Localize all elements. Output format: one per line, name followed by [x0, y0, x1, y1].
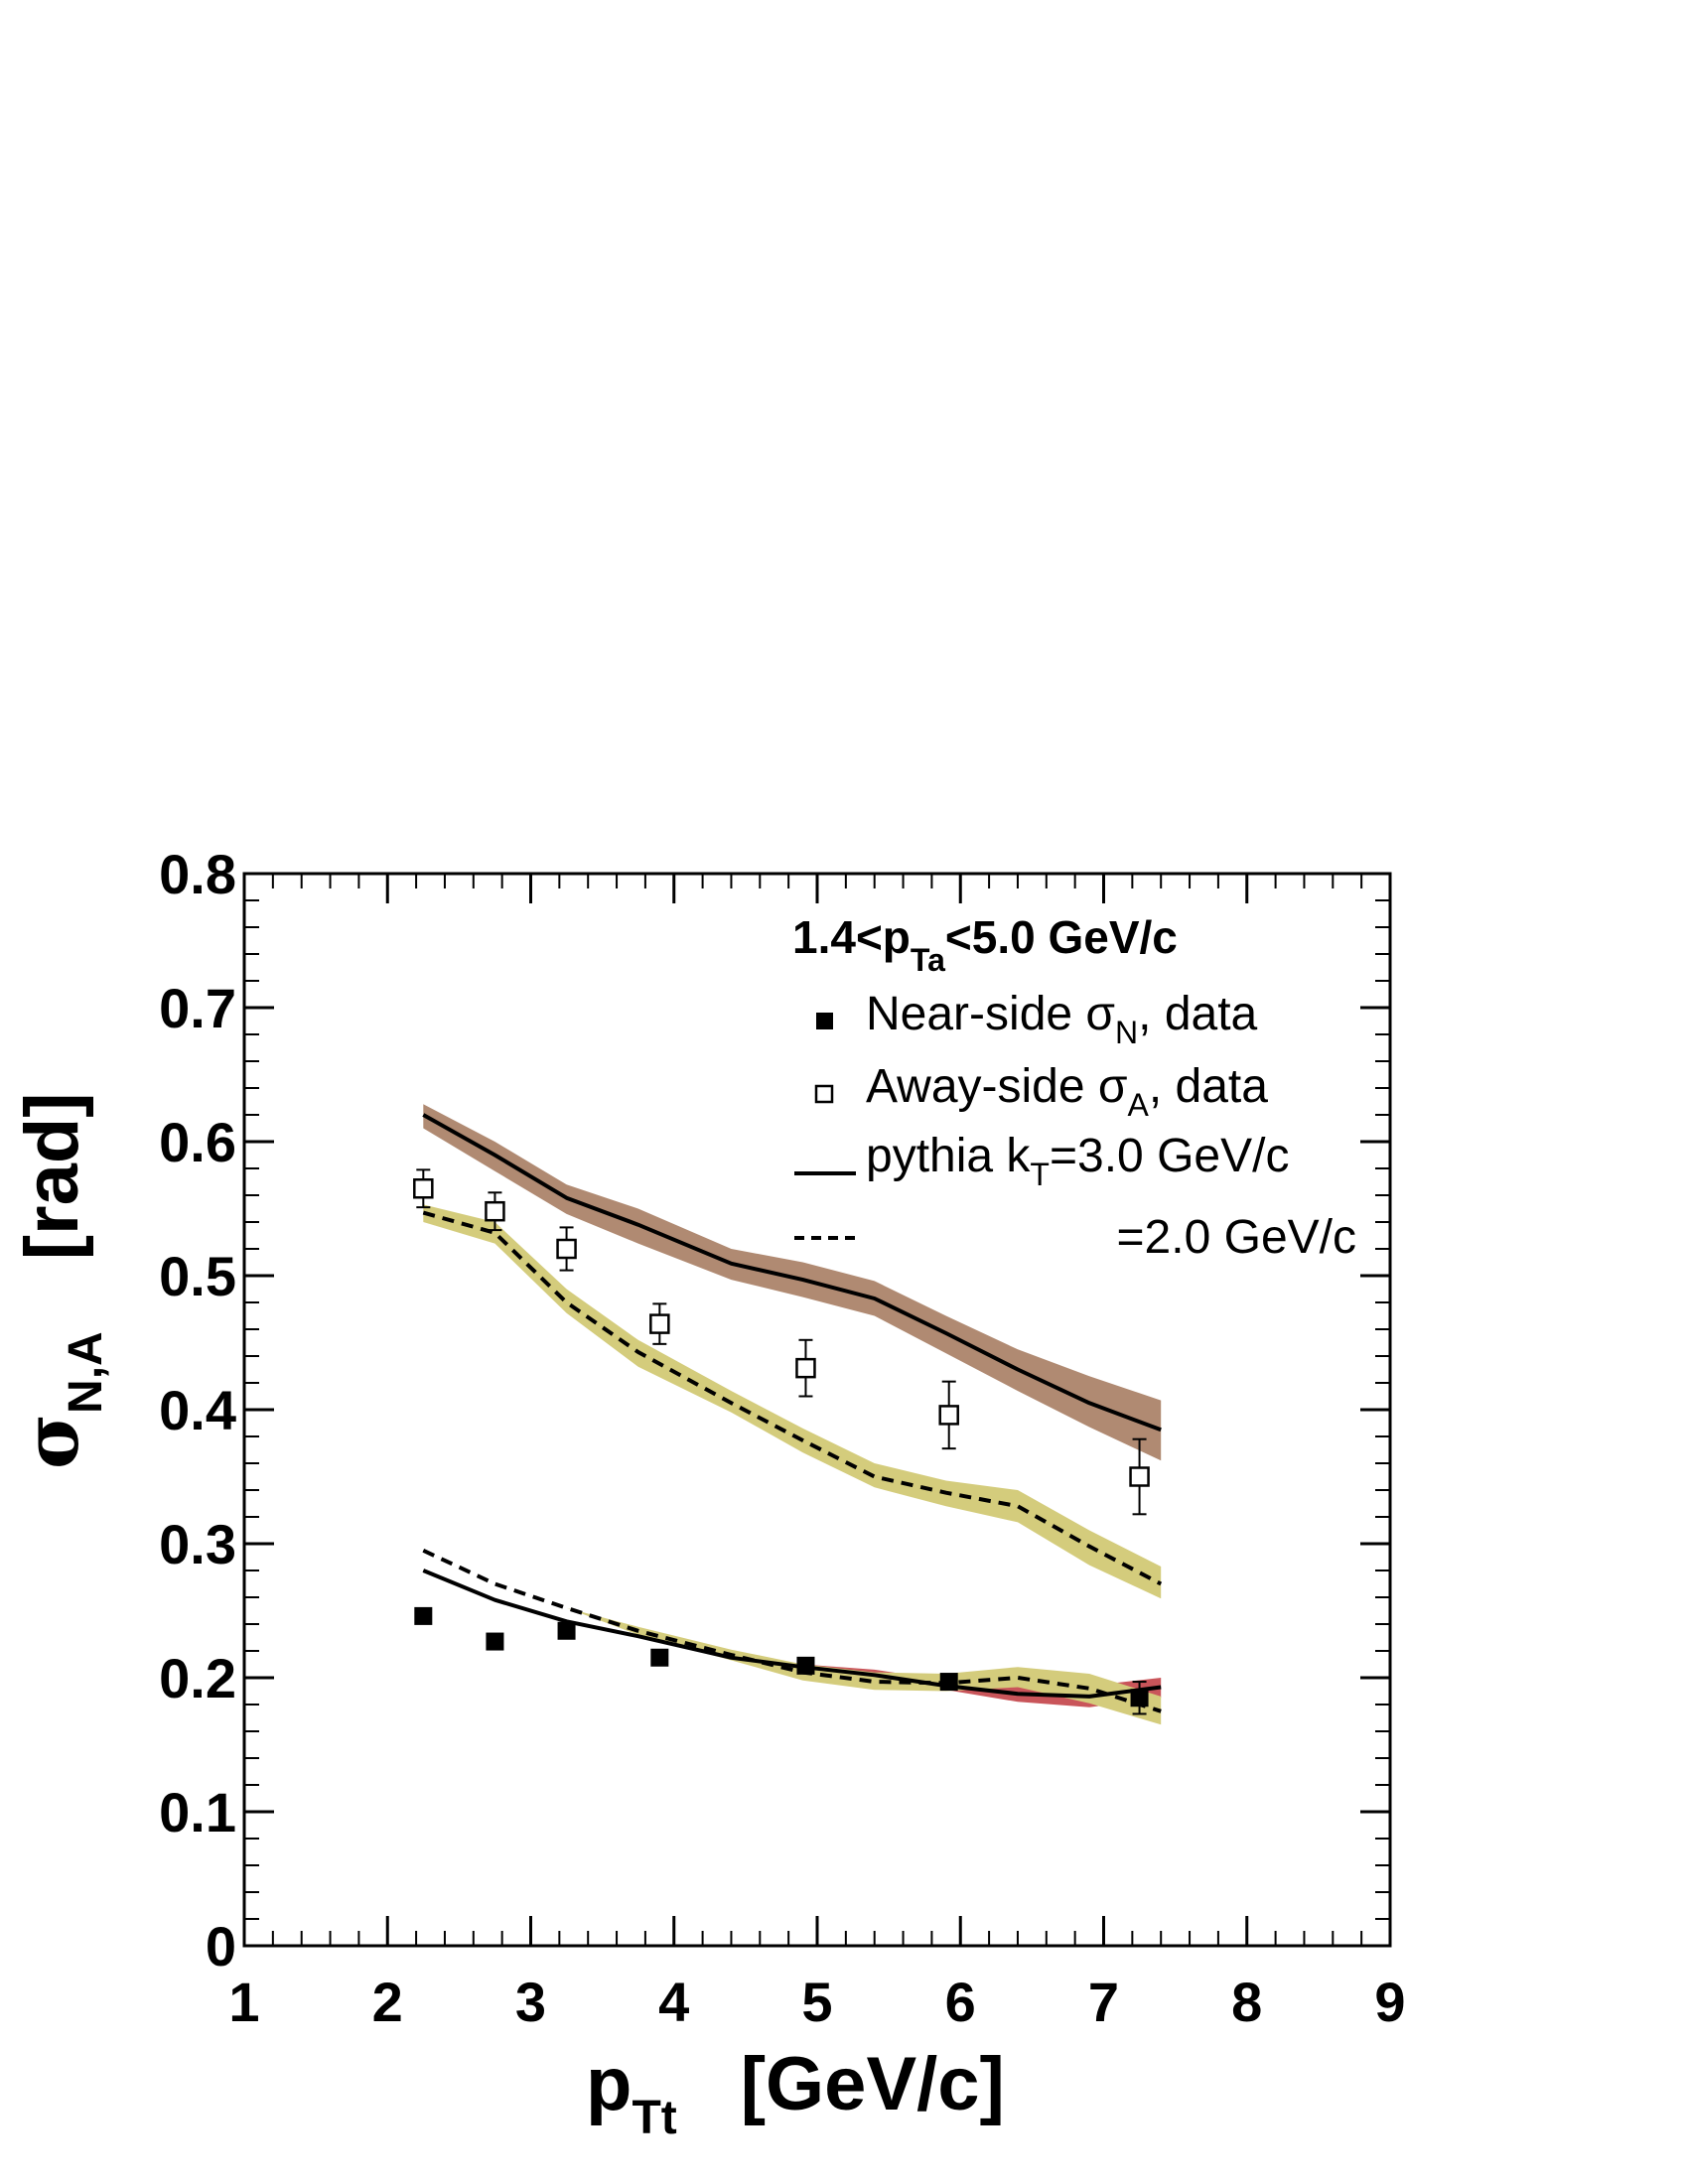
- near-side-point: [650, 1648, 669, 1667]
- x-tick-label: 9: [1374, 1971, 1405, 2033]
- x-tick-label: 5: [801, 1971, 832, 2033]
- x-tick-label: 6: [945, 1971, 976, 2033]
- near-side-point: [414, 1606, 433, 1625]
- y-tick-label: 0.3: [159, 1513, 236, 1575]
- y-axis-title: σN,A[rad]: [7, 1092, 112, 1469]
- legend-entry-kt-3: pythia kT=3.0 GeV/c: [866, 1130, 1289, 1192]
- near-side-point: [796, 1656, 815, 1675]
- y-tick-label: 0.5: [159, 1245, 236, 1307]
- y-tick-label: 0.6: [159, 1111, 236, 1173]
- legend-entry-kt-2: =2.0 GeV/c: [1117, 1211, 1356, 1264]
- legend: 1.4<pTa<5.0 GeV/c Near-side σN, data Awa…: [792, 911, 1356, 1264]
- y-tick-label: 0.2: [159, 1647, 236, 1709]
- x-tick-label: 4: [658, 1971, 689, 2033]
- uncertainty-band: [423, 1204, 1162, 1599]
- y-tick-label: 0.8: [159, 843, 236, 905]
- near-side-point: [1130, 1689, 1149, 1707]
- near-side-point: [939, 1673, 958, 1692]
- dashed-curve: [422, 1210, 1163, 1586]
- away-side-point: [1129, 1466, 1150, 1487]
- away-side-point: [556, 1238, 577, 1260]
- axis-ticks: [242, 872, 1392, 1948]
- legend-marker-away-side: [814, 1084, 834, 1104]
- legend-header: 1.4<pTa<5.0 GeV/c: [792, 911, 1178, 978]
- away-side-point: [649, 1313, 670, 1334]
- x-tick-label: 1: [228, 1971, 259, 2033]
- y-tick-label: 0.4: [159, 1379, 236, 1441]
- x-tick-label: 3: [515, 1971, 546, 2033]
- y-tick-label: 0.7: [159, 977, 236, 1039]
- y-tick-label: 0.1: [159, 1781, 236, 1843]
- tick-labels: 1 2 3 4 5 6 7 8 9 0 0.1 0.2 0.3 0.4 0.5 0.6 0.7 0.8: [159, 843, 1405, 2033]
- x-tick-label: 2: [372, 1971, 403, 2033]
- x-tick-label: 7: [1088, 1971, 1119, 2033]
- away-side-point: [413, 1178, 434, 1199]
- legend-marker-near-side: [816, 1013, 833, 1029]
- y-tick-label: 0: [206, 1915, 236, 1978]
- uncertainty-band: [423, 1104, 1162, 1461]
- away-side-point: [938, 1405, 959, 1426]
- away-side-point: [485, 1200, 505, 1222]
- model-curves: [422, 1113, 1163, 1713]
- x-axis-title: pTt [GeV/c]: [586, 2042, 1005, 2144]
- near-side-point: [486, 1632, 504, 1651]
- data-markers: [413, 1168, 1150, 1715]
- away-side-point: [795, 1357, 816, 1379]
- solid-curve: [422, 1113, 1162, 1433]
- legend-entry-away-side: Away-side σA, data: [866, 1060, 1268, 1123]
- uncertainty-band: [423, 1550, 1162, 1725]
- near-side-point: [557, 1621, 576, 1640]
- model-bands: [423, 1104, 1162, 1725]
- x-tick-label: 8: [1231, 1971, 1262, 2033]
- legend-entry-near-side: Near-side σN, data: [866, 988, 1258, 1050]
